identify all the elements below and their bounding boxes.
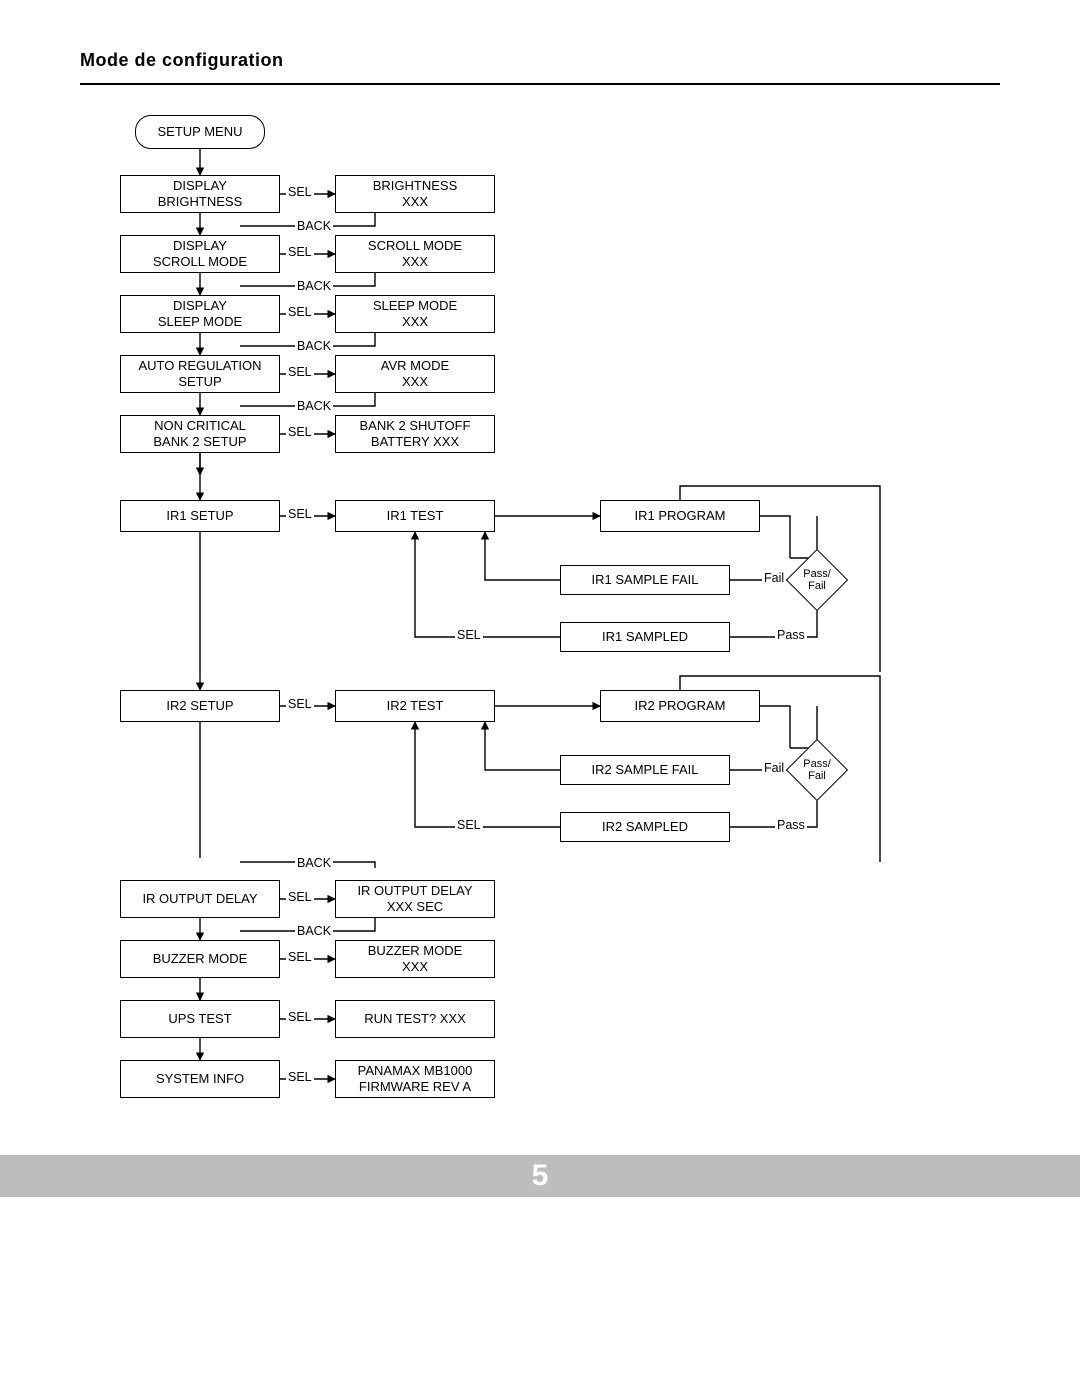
back-label: BACK <box>295 924 333 938</box>
back-label: BACK <box>295 279 333 293</box>
sel-label: SEL <box>286 1070 314 1084</box>
sel-label: SEL <box>286 365 314 379</box>
menu-value: BRIGHTNESSXXX <box>335 175 495 213</box>
page-number: 5 <box>0 1155 1080 1197</box>
sel-label: SEL <box>455 818 483 832</box>
pass-label: Pass <box>775 628 807 642</box>
ir-setup: IR1 SETUP <box>120 500 280 532</box>
menu-value: IR OUTPUT DELAYXXX SEC <box>335 880 495 918</box>
ir-sampled: IR1 SAMPLED <box>560 622 730 652</box>
sel-label: SEL <box>286 697 314 711</box>
sel-label: SEL <box>286 950 314 964</box>
ir-sample-fail: IR1 SAMPLE FAIL <box>560 565 730 595</box>
menu-item: IR OUTPUT DELAY <box>120 880 280 918</box>
sel-label: SEL <box>286 245 314 259</box>
ir-sample-fail: IR2 SAMPLE FAIL <box>560 755 730 785</box>
menu-item: SYSTEM INFO <box>120 1060 280 1098</box>
sel-label: SEL <box>286 1010 314 1024</box>
sel-label: SEL <box>455 628 483 642</box>
ir-test: IR1 TEST <box>335 500 495 532</box>
menu-value: PANAMAX MB1000FIRMWARE REV A <box>335 1060 495 1098</box>
back-label: BACK <box>295 219 333 233</box>
sel-label: SEL <box>286 185 314 199</box>
sel-label: SEL <box>286 890 314 904</box>
fail-label: Fail <box>762 571 786 585</box>
menu-item: UPS TEST <box>120 1000 280 1038</box>
ir-program: IR2 PROGRAM <box>600 690 760 722</box>
back-label: BACK <box>295 339 333 353</box>
menu-value: RUN TEST? XXX <box>335 1000 495 1038</box>
sel-label: SEL <box>286 305 314 319</box>
menu-value: SLEEP MODEXXX <box>335 295 495 333</box>
page-title: Mode de configuration <box>80 50 1000 71</box>
fail-label: Fail <box>762 761 786 775</box>
ir-test: IR2 TEST <box>335 690 495 722</box>
menu-item: DISPLAYSCROLL MODE <box>120 235 280 273</box>
menu-value: AVR MODEXXX <box>335 355 495 393</box>
menu-value: BUZZER MODEXXX <box>335 940 495 978</box>
decision <box>786 739 848 801</box>
ir-program: IR1 PROGRAM <box>600 500 760 532</box>
menu-item: AUTO REGULATIONSETUP <box>120 355 280 393</box>
menu-value: SCROLL MODEXXX <box>335 235 495 273</box>
sel-label: SEL <box>286 425 314 439</box>
menu-item: DISPLAYSLEEP MODE <box>120 295 280 333</box>
ir-setup: IR2 SETUP <box>120 690 280 722</box>
back-label: BACK <box>295 856 333 870</box>
flowchart: SETUP MENU DISPLAYBRIGHTNESS BRIGHTNESSXXX… <box>80 105 1000 1135</box>
menu-item: NON CRITICALBANK 2 SETUP <box>120 415 280 453</box>
ir-sampled: IR2 SAMPLED <box>560 812 730 842</box>
decision <box>786 549 848 611</box>
menu-item: BUZZER MODE <box>120 940 280 978</box>
sel-label: SEL <box>286 507 314 521</box>
pass-label: Pass <box>775 818 807 832</box>
title-rule <box>80 83 1000 85</box>
menu-value: BANK 2 SHUTOFFBATTERY XXX <box>335 415 495 453</box>
back-label: BACK <box>295 399 333 413</box>
start-node: SETUP MENU <box>135 115 265 149</box>
menu-item: DISPLAYBRIGHTNESS <box>120 175 280 213</box>
